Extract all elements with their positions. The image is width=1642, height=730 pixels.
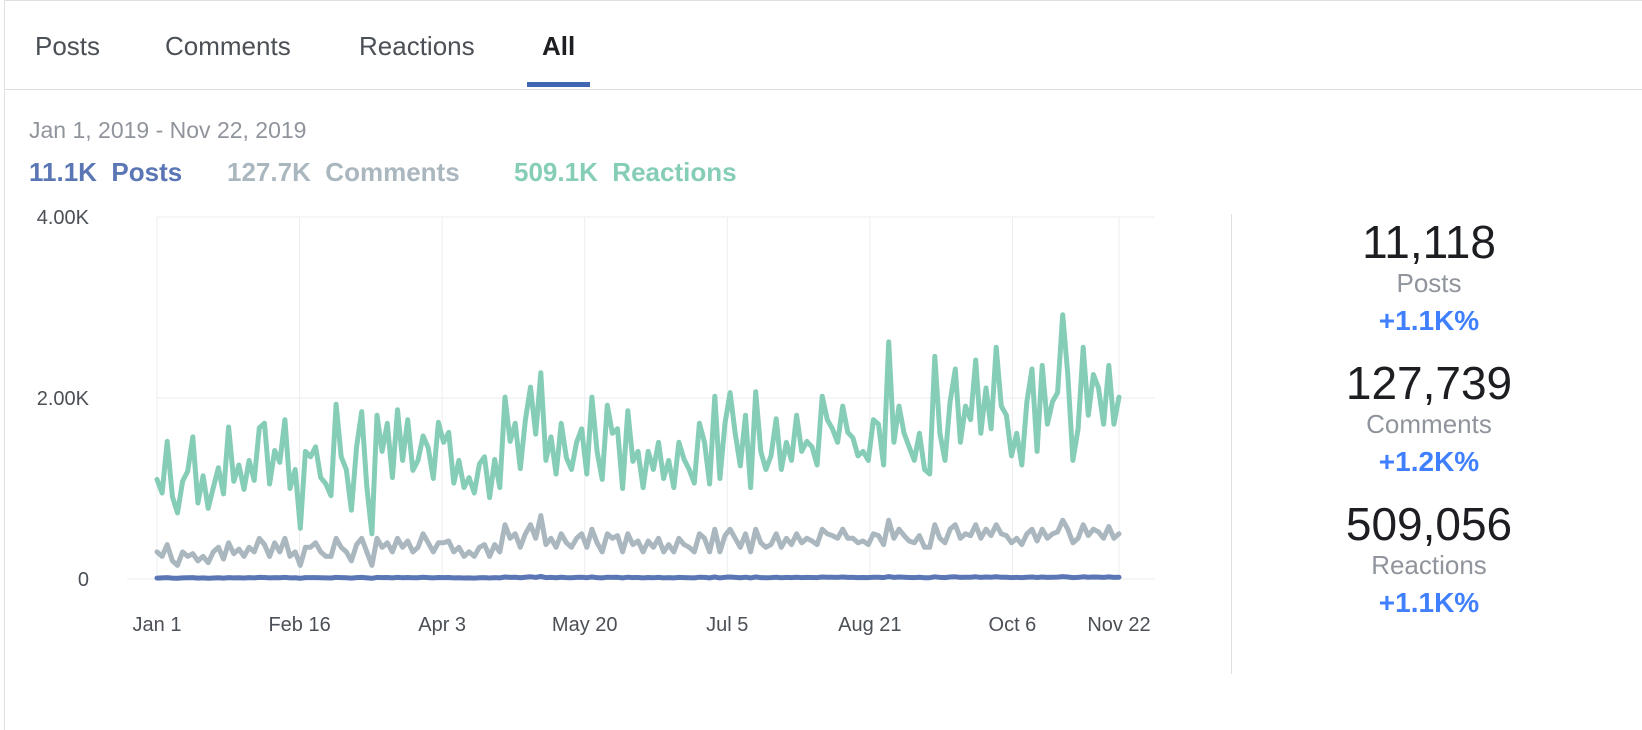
stat-posts-change: +1.1K%	[1378, 305, 1480, 336]
stat-posts: 11,118 Posts +1.1K%	[1235, 216, 1623, 338]
x-tick-label: Oct 6	[989, 614, 1037, 636]
x-tick-label: Aug 21	[838, 614, 901, 636]
total-reactions-value: 509.1K	[514, 157, 598, 187]
tab-bar: Posts Comments Reactions All	[5, 1, 1642, 90]
series-line-comments	[154, 513, 1122, 568]
x-tick-label: May 20	[552, 614, 618, 636]
activity-line-chart: Jan 1 Feb 16 Apr 3 May 20 Jul 5 Aug 21 Oct 6 No…	[37, 207, 1155, 636]
y-tick-label: 0	[78, 569, 89, 591]
tab-comments[interactable]: Comments	[165, 31, 291, 61]
stat-comments-label: Comments	[1366, 409, 1492, 439]
stat-posts-number: 11,118	[1362, 216, 1496, 268]
insights-panel: Posts Comments Reactions All Jan 1, 2019…	[4, 0, 1642, 730]
total-comments-label: Comments	[325, 157, 460, 187]
stat-reactions: 509,056 Reactions +1.1K%	[1235, 498, 1623, 620]
tab-all[interactable]: All	[542, 31, 576, 61]
x-tick-label: Jul 5	[706, 614, 748, 636]
total-comments: 127.7K Comments	[227, 157, 460, 188]
y-tick-label: 4.00K	[37, 207, 90, 229]
stat-reactions-change: +1.1K%	[1378, 587, 1480, 618]
active-tab-indicator	[527, 82, 590, 87]
x-tick-label: Nov 22	[1087, 614, 1150, 636]
total-comments-value: 127.7K	[227, 157, 311, 187]
series-line-reactions	[154, 312, 1122, 537]
total-posts: 11.1K Posts	[29, 157, 182, 188]
tab-reactions[interactable]: Reactions	[359, 31, 475, 61]
stat-reactions-number: 509,056	[1345, 498, 1513, 550]
x-tick-label: Apr 3	[418, 614, 466, 636]
x-tick-label: Jan 1	[133, 614, 182, 636]
stat-reactions-label: Reactions	[1371, 550, 1487, 580]
stat-posts-label: Posts	[1396, 268, 1462, 298]
stat-comments: 127,739 Comments +1.2K%	[1235, 357, 1623, 479]
activity-chart: Jan 1 Feb 16 Apr 3 May 20 Jul 5 Aug 21 Oct 6 No…	[5, 201, 1235, 681]
x-tick-label: Feb 16	[268, 614, 330, 636]
total-posts-value: 11.1K	[29, 157, 97, 187]
total-reactions: 509.1K Reactions	[514, 157, 737, 188]
date-range: Jan 1, 2019 - Nov 22, 2019	[29, 117, 307, 143]
y-tick-label: 2.00K	[37, 388, 90, 410]
stat-comments-change: +1.2K%	[1378, 446, 1480, 477]
total-reactions-label: Reactions	[612, 157, 737, 187]
chart-divider	[1231, 214, 1232, 674]
stat-comments-number: 127,739	[1345, 357, 1513, 409]
series-line-posts	[154, 574, 1122, 581]
tab-posts[interactable]: Posts	[35, 31, 101, 61]
total-posts-label: Posts	[111, 157, 183, 187]
